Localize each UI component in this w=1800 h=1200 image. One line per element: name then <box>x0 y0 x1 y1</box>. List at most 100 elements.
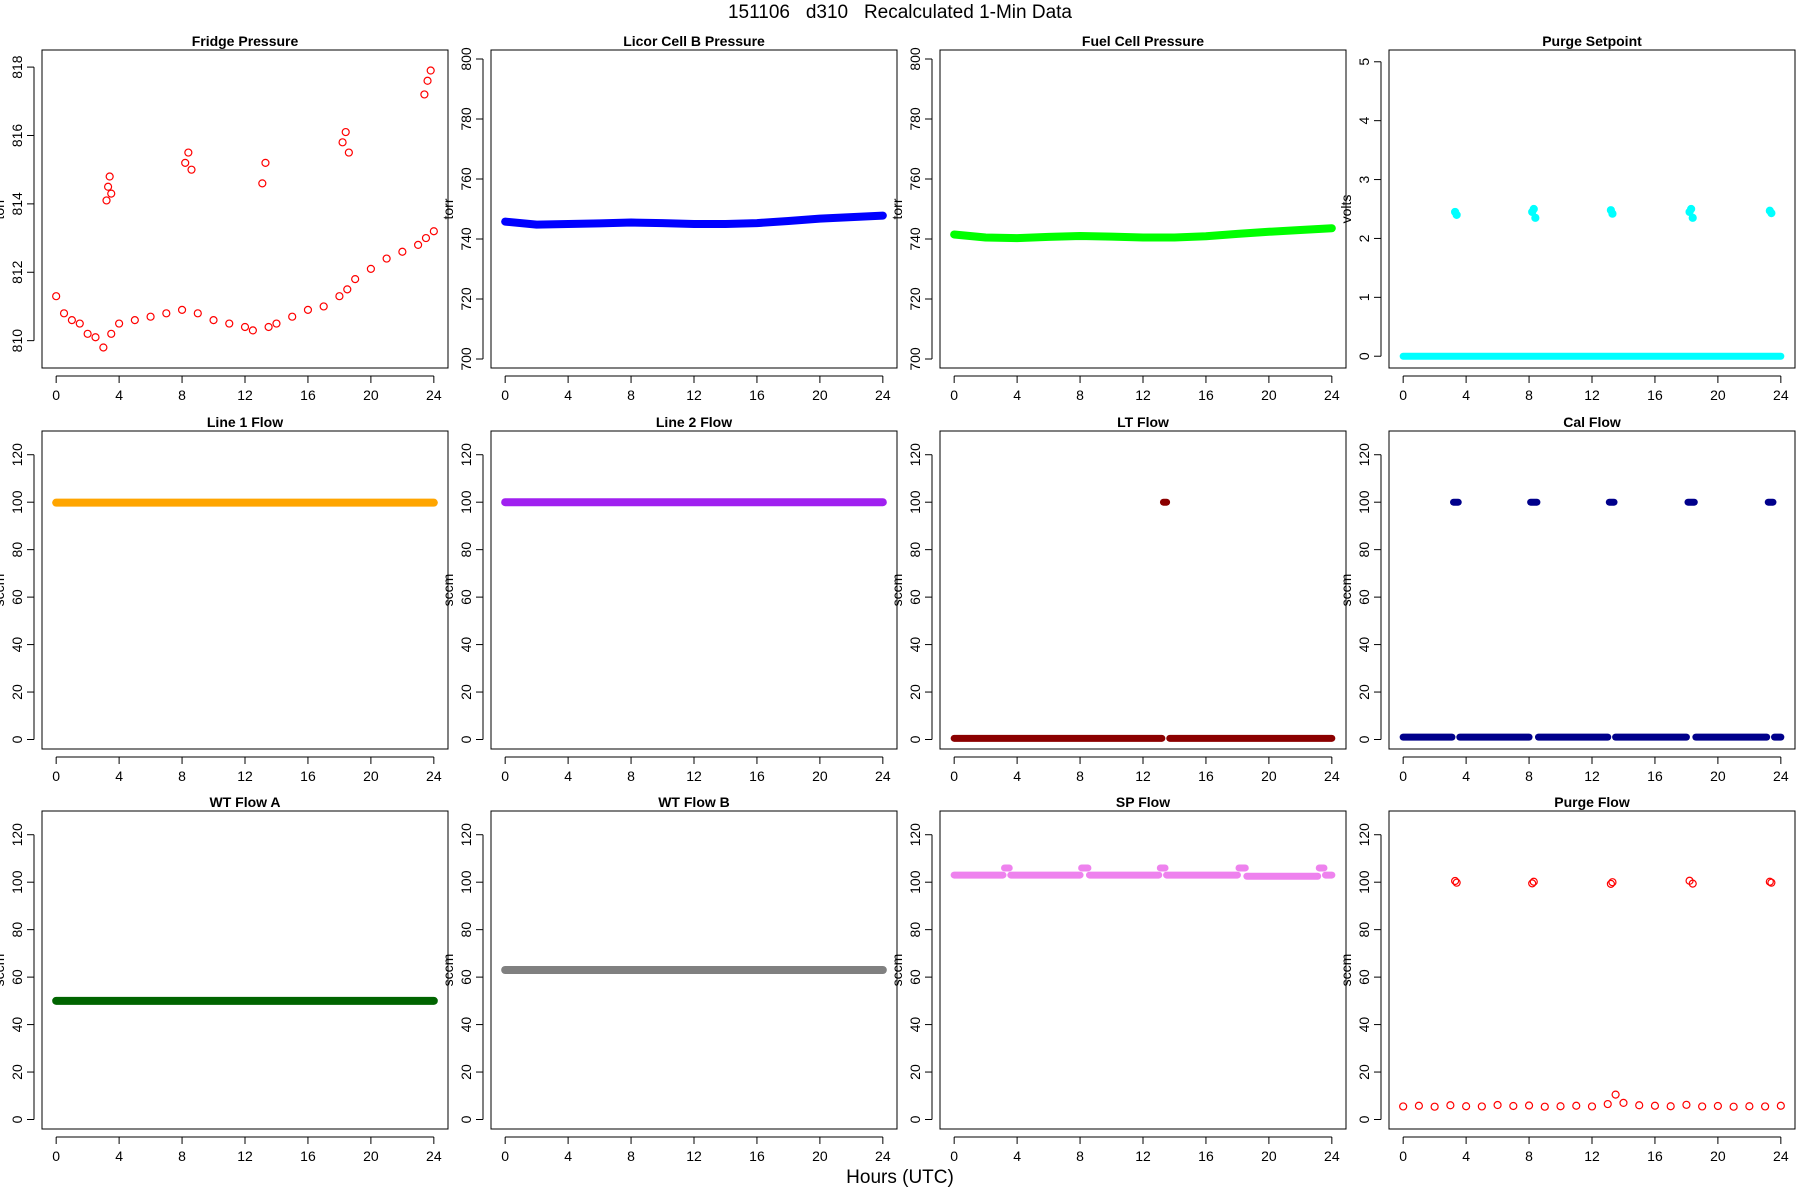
y-axis-label: sccm <box>0 574 7 607</box>
chart-wt-flow-a: WT Flow A 0 20 40 60 80 100 120 sccm 0 4 8 12 16 20 24 <box>0 794 449 1164</box>
data-point <box>1619 1098 1628 1107</box>
plot-frame <box>1388 49 1796 369</box>
data-point <box>1529 877 1538 886</box>
y-tick-label: 100 <box>458 870 474 894</box>
y-tick-label: 20 <box>907 684 923 700</box>
data-point <box>91 333 100 342</box>
chart-title: Purge Flow <box>1554 794 1630 810</box>
data-point <box>351 274 360 284</box>
x-tick-label: 24 <box>875 768 891 784</box>
data-point <box>429 227 438 236</box>
y-tick-label: 40 <box>9 1017 25 1033</box>
x-tick-label: 0 <box>52 387 60 403</box>
data-point <box>426 66 435 75</box>
chart-sp-flow: SP Flow 0 20 40 60 80 100 120 sccm 0 4 8 12 16 20 24 <box>889 794 1347 1164</box>
x-tick-label: 20 <box>363 768 379 784</box>
y-tick-label: 60 <box>9 589 25 605</box>
data-point <box>225 319 234 328</box>
y-tick-label: 818 <box>9 55 25 79</box>
x-tick-label: 8 <box>1076 1148 1084 1164</box>
chart-title: LT Flow <box>1117 414 1169 430</box>
y-tick-label: 120 <box>907 823 923 847</box>
x-tick-label: 4 <box>1013 768 1021 784</box>
y-axis-label: volts <box>1338 195 1354 224</box>
data-point <box>398 247 407 256</box>
data-point <box>162 309 171 318</box>
x-tick-label: 20 <box>1261 1148 1277 1164</box>
x-tick-label: 12 <box>237 768 253 784</box>
series-line <box>501 211 887 229</box>
data-marks <box>950 864 1336 880</box>
y-tick-label: 60 <box>458 589 474 605</box>
x-tick-label: 12 <box>1584 1148 1600 1164</box>
data-point <box>209 316 218 325</box>
data-point <box>1430 1102 1439 1111</box>
y-tick-label: 80 <box>458 922 474 938</box>
data-point <box>1776 1101 1785 1110</box>
data-point <box>1688 213 1697 222</box>
data-point <box>1713 1101 1722 1111</box>
x-tick-label: 20 <box>363 1148 379 1164</box>
y-axis-label: sccm <box>889 954 905 987</box>
data-point <box>1608 209 1617 218</box>
y-tick-label: 2 <box>1356 234 1372 242</box>
y-tick-label: 0 <box>907 1115 923 1123</box>
chart-wt-flow-b: WT Flow B 0 20 40 60 80 100 120 sccm 0 4 8 12 16 20 24 <box>440 794 898 1164</box>
y-tick-label: 40 <box>9 637 25 653</box>
x-tick-label: 16 <box>1198 387 1214 403</box>
data-point <box>382 254 391 263</box>
data-point <box>1729 1102 1738 1111</box>
x-tick-label: 0 <box>501 1148 509 1164</box>
y-axis-label: sccm <box>889 574 905 607</box>
data-point <box>1414 1101 1423 1110</box>
x-tick-label: 20 <box>812 387 828 403</box>
data-point <box>1556 1102 1565 1111</box>
y-tick-label: 760 <box>907 167 923 191</box>
plot-frame <box>939 810 1347 1130</box>
data-point <box>102 196 111 205</box>
y-tick-label: 5 <box>1356 58 1372 66</box>
x-tick-label: 12 <box>1584 387 1600 403</box>
y-tick-label: 816 <box>9 124 25 148</box>
x-tick-label: 24 <box>1773 387 1789 403</box>
data-point <box>59 309 69 318</box>
y-tick-label: 100 <box>1356 490 1372 514</box>
data-point <box>1572 1101 1581 1110</box>
y-tick-label: 20 <box>907 1064 923 1080</box>
data-point <box>261 158 270 167</box>
data-point <box>1452 878 1461 887</box>
x-tick-label: 4 <box>1462 1148 1470 1164</box>
y-tick-label: 20 <box>9 1064 25 1080</box>
y-tick-label: 800 <box>907 47 923 71</box>
y-axis-label: sccm <box>1338 954 1354 987</box>
y-tick-label: 40 <box>1356 1017 1372 1033</box>
x-tick-label: 0 <box>52 1148 60 1164</box>
chart-title: Purge Setpoint <box>1542 33 1642 49</box>
data-point <box>1587 1102 1597 1111</box>
data-point <box>1765 877 1774 886</box>
data-point <box>67 316 76 325</box>
x-tick-label: 8 <box>1076 768 1084 784</box>
y-tick-label: 100 <box>907 490 923 514</box>
y-tick-label: 720 <box>907 287 923 311</box>
data-point <box>75 319 84 328</box>
chart-fuel-cell-pressure: Fuel Cell Pressure 700 720 740 760 780 800 torr… <box>889 33 1347 403</box>
chart-title: Line 1 Flow <box>207 414 283 430</box>
y-tick-label: 40 <box>907 1017 923 1033</box>
data-point <box>187 165 196 174</box>
x-tick-label: 0 <box>1399 387 1407 403</box>
y-axis-label: torr <box>889 198 905 219</box>
x-tick-label: 20 <box>363 387 379 403</box>
data-point <box>146 312 155 321</box>
y-tick-label: 20 <box>1356 1064 1372 1080</box>
x-tick-label: 4 <box>1013 387 1021 403</box>
x-tick-label: 20 <box>812 1148 828 1164</box>
x-tick-label: 12 <box>1135 768 1151 784</box>
plot-frame <box>490 49 898 369</box>
x-tick-label: 16 <box>749 1148 765 1164</box>
data-point <box>1462 1102 1471 1111</box>
x-tick-label: 8 <box>1525 768 1533 784</box>
x-tick-label: 8 <box>627 768 635 784</box>
x-tick-label: 4 <box>115 387 123 403</box>
